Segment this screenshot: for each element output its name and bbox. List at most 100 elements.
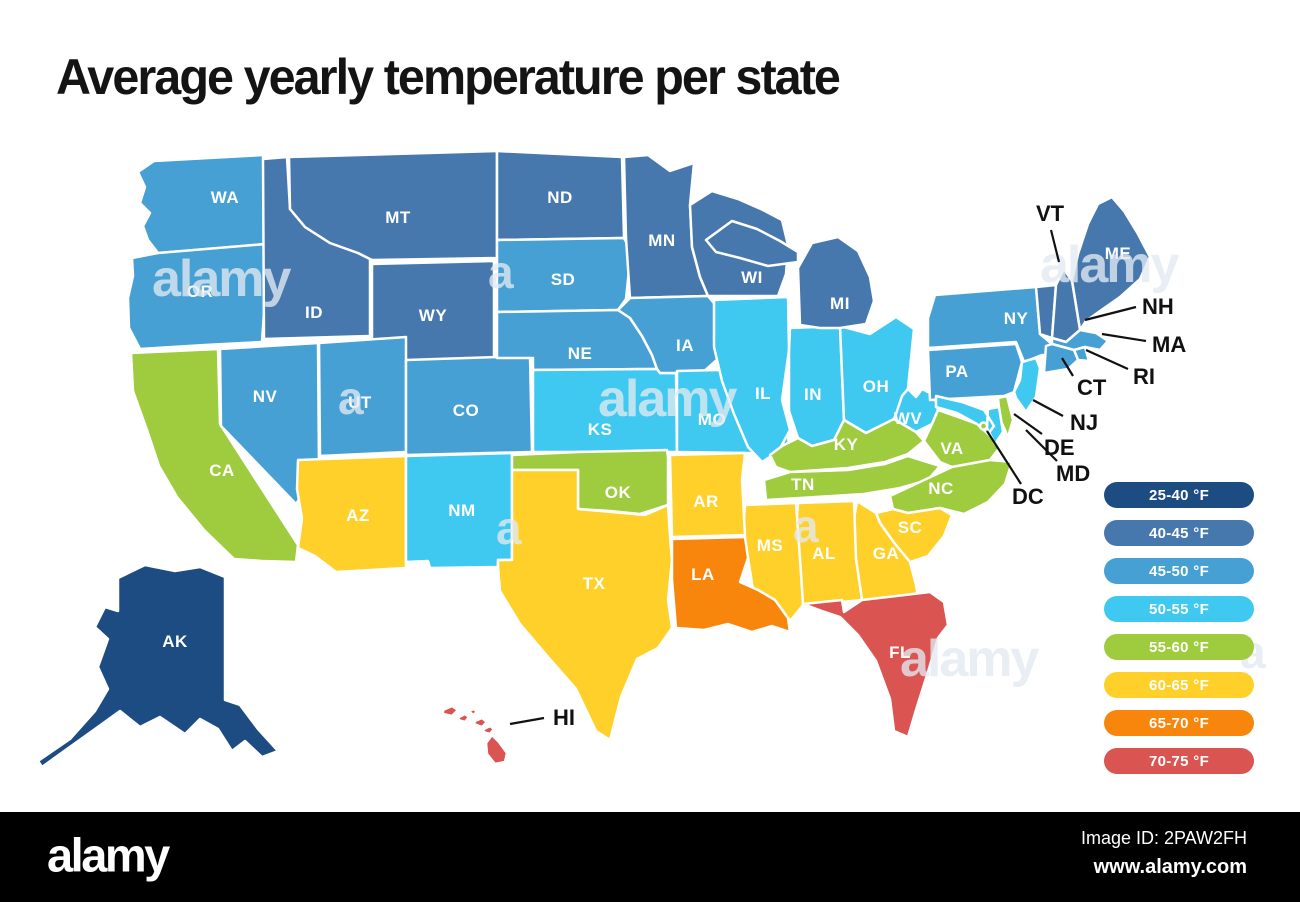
state-KY-label: KY	[834, 435, 859, 454]
state-WA: WA	[136, 153, 268, 255]
alamy-logo: alamy	[47, 828, 170, 882]
state-LA-label: LA	[691, 565, 715, 584]
callout-label-HI: HI	[553, 705, 575, 730]
callout-line-RI	[1085, 348, 1129, 371]
state-ID-label: ID	[305, 303, 323, 322]
state-AL-label: AL	[812, 544, 836, 563]
state-CT-shape	[1042, 342, 1080, 375]
footer-info: Image ID: 2PAW2FH www.alamy.com	[1081, 828, 1247, 879]
state-LA-shape	[670, 535, 792, 634]
state-AR-shape	[668, 451, 747, 539]
state-LA: LA	[670, 535, 792, 634]
callout-line-HI	[509, 716, 545, 726]
state-NC-label: NC	[928, 479, 954, 498]
state-UT-label: UT	[348, 393, 372, 412]
legend-item-55-60: 55-60 °F	[1104, 634, 1254, 660]
state-MN: MN	[622, 153, 710, 300]
state-OK-label: OK	[605, 483, 632, 502]
state-ME-label: ME	[1105, 244, 1132, 263]
alamy-watermark: alamy	[900, 630, 1040, 688]
state-TN: TN	[762, 454, 942, 502]
state-VA-label: VA	[940, 439, 963, 458]
alamy-watermark: a	[496, 502, 522, 554]
image-id-text: Image ID: 2PAW2FH	[1080, 828, 1247, 848]
alamy-watermark: alamy	[1040, 236, 1180, 294]
state-FL-shape	[801, 590, 950, 739]
state-MI-label: MI	[830, 294, 850, 313]
callout-line-MA	[1101, 332, 1147, 343]
callout-line-CT	[1061, 357, 1074, 377]
legend-item-70-75: 70-75 °F	[1104, 748, 1254, 774]
callout-line-DC	[986, 430, 1022, 485]
state-CO-label: CO	[453, 401, 480, 420]
state-OH-label: OH	[863, 377, 890, 396]
state-TN-shape	[762, 454, 942, 502]
state-OR: OR	[126, 242, 270, 351]
state-MI-shape	[704, 219, 876, 330]
state-NM-label: NM	[448, 501, 475, 520]
state-NJ	[1012, 356, 1042, 414]
callout-label-MA: MA	[1152, 332, 1186, 357]
state-MS-label: MS	[757, 536, 784, 555]
alamy-watermark: a	[793, 500, 819, 552]
state-NJ-shape	[1012, 356, 1042, 414]
state-WA-shape	[136, 153, 268, 255]
state-SD: SD	[495, 236, 633, 314]
state-UT: UT	[317, 335, 408, 458]
state-CA-label: CA	[209, 461, 235, 480]
legend-item-50-55: 50-55 °F	[1104, 596, 1254, 622]
state-NV: NV	[218, 341, 321, 506]
state-PA-shape	[926, 342, 1024, 402]
legend-item-40-45: 40-45 °F	[1104, 520, 1254, 546]
state-AR-label: AR	[693, 492, 719, 511]
legend-item-25-40: 25-40 °F	[1104, 482, 1254, 508]
callout-label-MD: MD	[1056, 461, 1090, 486]
legend-item-60-65: 60-65 °F	[1104, 672, 1254, 698]
state-AZ: AZ	[295, 454, 408, 574]
legend-item-65-70: 65-70 °F	[1104, 710, 1254, 736]
callout-line-MD	[1025, 429, 1058, 462]
state-TX-label: TX	[583, 574, 606, 593]
state-NV-label: NV	[253, 387, 278, 406]
state-NY-label: NY	[1004, 309, 1029, 328]
state-FL: FL	[801, 590, 950, 739]
alamy-watermark: alamy	[598, 370, 738, 428]
footer-bar: alamy Image ID: 2PAW2FH www.alamy.com	[0, 812, 1300, 902]
website-text: www.alamy.com	[1093, 856, 1247, 878]
state-OR-shape	[126, 242, 270, 351]
state-HI	[441, 704, 509, 766]
state-NE-label: NE	[568, 344, 593, 363]
state-FL-label: FL	[889, 643, 911, 662]
callout-line-NH	[1084, 305, 1137, 322]
state-AZ-label: AZ	[346, 506, 370, 525]
state-GA-label: GA	[873, 544, 900, 563]
state-DC-shape	[978, 421, 989, 431]
state-IL-label: IL	[755, 384, 771, 403]
state-WY-label: WY	[419, 306, 448, 325]
callout-label-NJ: NJ	[1070, 410, 1098, 435]
state-CO: CO	[404, 354, 534, 457]
state-SD-label: SD	[551, 270, 576, 289]
state-IN-label: IN	[804, 385, 822, 404]
state-AR: AR	[668, 451, 747, 539]
state-MO-label: MO	[698, 410, 726, 429]
alamy-watermark: a	[338, 372, 364, 424]
state-AK: AK	[36, 563, 280, 769]
state-AK-shape	[36, 563, 280, 769]
legend-item-45-50: 45-50 °F	[1104, 558, 1254, 584]
callout-label-DC: DC	[1012, 484, 1044, 509]
state-KS-label: KS	[588, 420, 613, 439]
callout-line-DE	[1013, 413, 1043, 435]
state-TX: TX	[496, 468, 674, 742]
state-ND: ND	[495, 149, 626, 242]
callout-label-CT: CT	[1077, 375, 1107, 400]
callout-label-DE: DE	[1044, 435, 1075, 460]
legend: 25-40 °F 40-45 °F 45-50 °F 50-55 °F 55-60 °F…	[1104, 482, 1254, 786]
state-OR-label: OR	[187, 282, 214, 301]
callout-line-VT	[1049, 229, 1061, 263]
page-title: Average yearly temperature per state	[56, 49, 841, 105]
callout-label-RI: RI	[1133, 364, 1155, 389]
alamy-watermark: a	[488, 246, 514, 298]
